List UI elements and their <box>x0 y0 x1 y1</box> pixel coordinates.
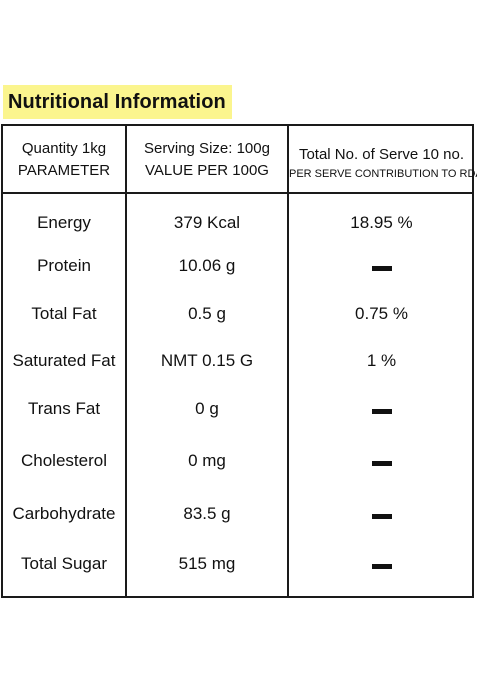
row-parameter: Cholesterol <box>21 451 107 470</box>
row-value: 0 g <box>195 399 219 418</box>
header-col-value: Serving Size: 100g VALUE PER 100G <box>127 138 287 182</box>
column-divider <box>125 126 127 596</box>
header-serving-size: Serving Size: 100g <box>144 140 270 157</box>
rda-dash <box>372 564 392 569</box>
row-parameter: Trans Fat <box>27 399 101 418</box>
row-value: 379 Kcal <box>173 213 241 232</box>
header-col-rda: Total No. of Serve 10 no. PER SERVE CONT… <box>289 144 477 180</box>
header-divider <box>3 192 472 194</box>
row-parameter: Carbohydrate <box>12 504 116 523</box>
row-value: 0.5 g <box>188 304 226 323</box>
row-value: 10.06 g <box>178 256 236 275</box>
page-title: Nutritional Information <box>3 85 232 119</box>
header-rda-contribution: PER SERVE CONTRIBUTION TO RDA <box>289 168 477 180</box>
header-parameter: PARAMETER <box>17 162 111 179</box>
row-value: 83.5 g <box>183 504 231 523</box>
row-parameter: Energy <box>37 213 91 232</box>
header-col-parameter: Quantity 1kg PARAMETER <box>3 138 125 182</box>
row-parameter: Total Sugar <box>21 554 107 573</box>
header-value-per-100g: VALUE PER 100G <box>145 162 269 179</box>
rda-dash <box>372 514 392 519</box>
row-value: 515 mg <box>178 554 236 573</box>
rda-dash <box>372 409 392 414</box>
row-rda: 1 % <box>366 351 397 370</box>
row-parameter: Saturated Fat <box>12 351 116 370</box>
row-parameter: Protein <box>37 256 91 275</box>
header-quantity: Quantity 1kg <box>21 140 107 157</box>
row-rda: 0.75 % <box>355 304 408 323</box>
row-rda: 18.95 % <box>350 213 413 232</box>
header-total-serves: Total No. of Serve 10 no. <box>298 146 465 163</box>
row-value: 0 mg <box>188 451 226 470</box>
rda-dash <box>372 461 392 466</box>
row-value: NMT 0.15 G <box>160 351 254 370</box>
row-parameter: Total Fat <box>31 304 97 323</box>
column-divider <box>287 126 289 596</box>
nutrition-table: Quantity 1kg PARAMETER Serving Size: 100… <box>1 124 477 598</box>
rda-dash <box>372 266 392 271</box>
